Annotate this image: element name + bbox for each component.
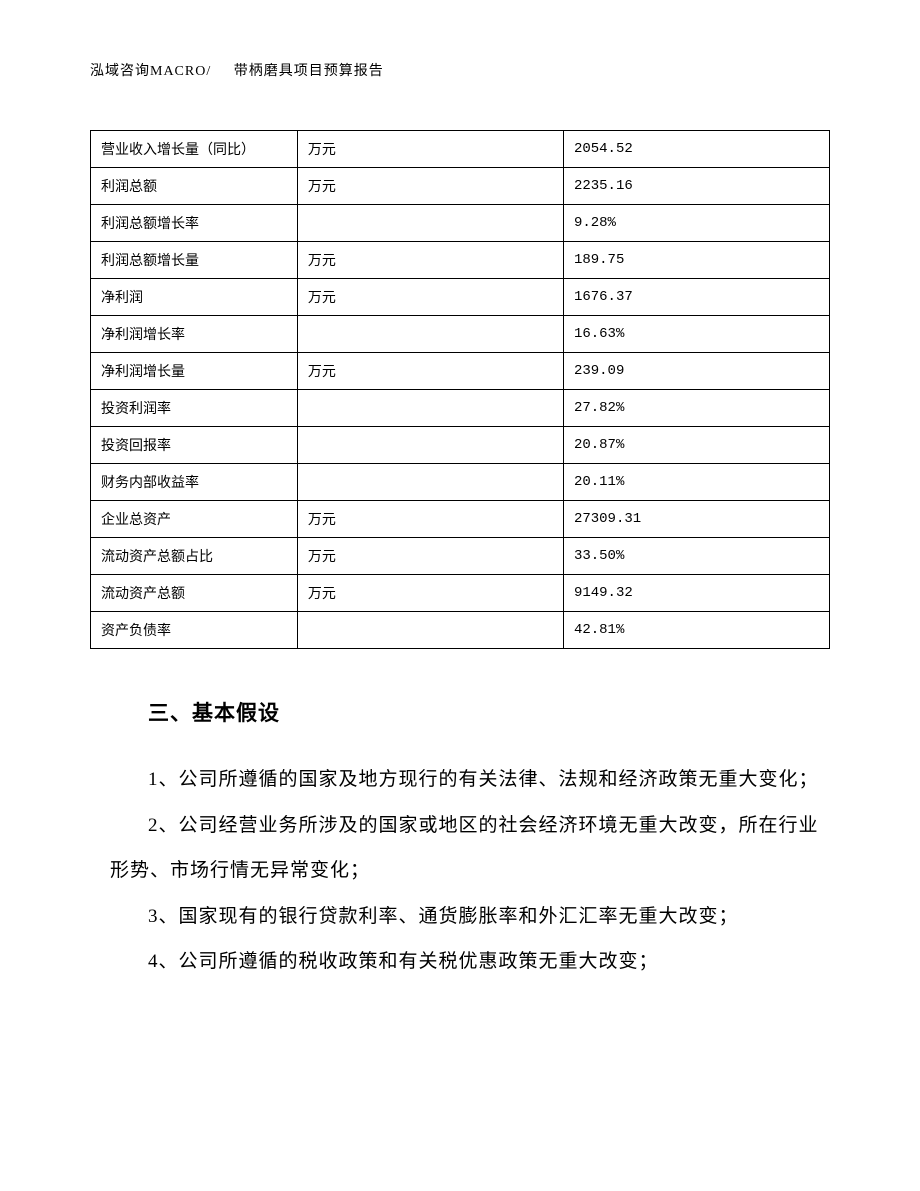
cell-value: 33.50% [563,538,829,575]
cell-value: 16.63% [563,316,829,353]
cell-label: 利润总额 [91,168,298,205]
cell-label: 企业总资产 [91,501,298,538]
cell-label: 净利润增长率 [91,316,298,353]
header-title: 带柄磨具项目预算报告 [234,64,384,79]
cell-label: 财务内部收益率 [91,464,298,501]
cell-unit [297,316,563,353]
table-row: 营业收入增长量（同比） 万元 2054.52 [91,131,830,168]
cell-unit: 万元 [297,131,563,168]
cell-value: 27.82% [563,390,829,427]
cell-unit [297,390,563,427]
cell-value: 20.87% [563,427,829,464]
cell-value: 27309.31 [563,501,829,538]
table-row: 资产负债率 42.81% [91,612,830,649]
cell-unit [297,464,563,501]
financial-table-body: 营业收入增长量（同比） 万元 2054.52 利润总额 万元 2235.16 利… [91,131,830,649]
cell-value: 42.81% [563,612,829,649]
cell-value: 1676.37 [563,279,829,316]
table-row: 企业总资产 万元 27309.31 [91,501,830,538]
paragraph: 4、公司所遵循的税收政策和有关税优惠政策无重大改变； [110,939,820,985]
cell-unit: 万元 [297,538,563,575]
cell-unit [297,612,563,649]
paragraph: 2、公司经营业务所涉及的国家或地区的社会经济环境无重大改变，所在行业形势、市场行… [110,803,820,894]
table-row: 投资回报率 20.87% [91,427,830,464]
cell-value: 2235.16 [563,168,829,205]
cell-value: 20.11% [563,464,829,501]
cell-label: 资产负债率 [91,612,298,649]
table-row: 财务内部收益率 20.11% [91,464,830,501]
table-row: 流动资产总额 万元 9149.32 [91,575,830,612]
cell-unit: 万元 [297,279,563,316]
cell-value: 2054.52 [563,131,829,168]
table-row: 投资利润率 27.82% [91,390,830,427]
cell-value: 239.09 [563,353,829,390]
cell-unit [297,205,563,242]
cell-label: 净利润 [91,279,298,316]
cell-label: 利润总额增长量 [91,242,298,279]
cell-unit [297,427,563,464]
table-row: 利润总额增长率 9.28% [91,205,830,242]
cell-label: 投资利润率 [91,390,298,427]
cell-unit: 万元 [297,575,563,612]
table-row: 流动资产总额占比 万元 33.50% [91,538,830,575]
paragraph: 3、国家现有的银行贷款利率、通货膨胀率和外汇汇率无重大改变； [110,894,820,940]
cell-unit: 万元 [297,501,563,538]
cell-unit: 万元 [297,353,563,390]
financial-table: 营业收入增长量（同比） 万元 2054.52 利润总额 万元 2235.16 利… [90,130,830,649]
header-company: 泓域咨询MACRO/ [90,64,211,79]
cell-value: 9.28% [563,205,829,242]
cell-value: 189.75 [563,242,829,279]
cell-unit: 万元 [297,242,563,279]
cell-unit: 万元 [297,168,563,205]
cell-label: 营业收入增长量（同比） [91,131,298,168]
cell-label: 流动资产总额 [91,575,298,612]
cell-label: 流动资产总额占比 [91,538,298,575]
section-heading: 三、基本假设 [148,697,830,727]
table-row: 利润总额增长量 万元 189.75 [91,242,830,279]
paragraph: 1、公司所遵循的国家及地方现行的有关法律、法规和经济政策无重大变化； [110,757,820,803]
cell-label: 利润总额增长率 [91,205,298,242]
cell-label: 投资回报率 [91,427,298,464]
table-row: 净利润增长率 16.63% [91,316,830,353]
table-row: 利润总额 万元 2235.16 [91,168,830,205]
cell-label: 净利润增长量 [91,353,298,390]
table-row: 净利润增长量 万元 239.09 [91,353,830,390]
cell-value: 9149.32 [563,575,829,612]
page-header: 泓域咨询MACRO/ 带柄磨具项目预算报告 [90,60,830,80]
table-row: 净利润 万元 1676.37 [91,279,830,316]
